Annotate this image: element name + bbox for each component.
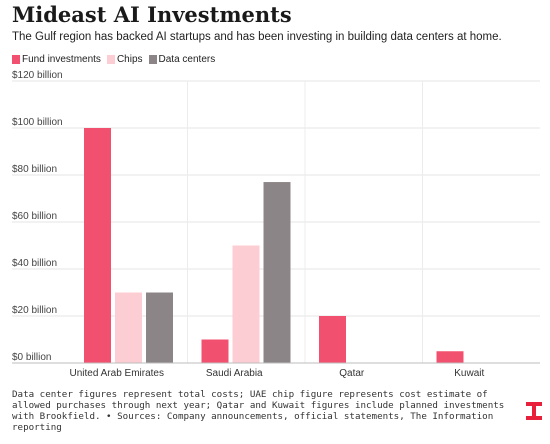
legend-label-chips: Chips [116, 54, 143, 65]
legend-swatch-chips [106, 55, 115, 64]
bar-chips [232, 245, 260, 363]
bar-fund-investments [436, 351, 464, 363]
chart-subtitle: The Gulf region has backed AI startups a… [12, 31, 502, 43]
chart-title: Mideast AI Investments [12, 2, 292, 27]
x-category-label: United Arab Emirates [70, 368, 165, 379]
legend-swatch-fund [12, 55, 20, 64]
legend-item-data-centers: Data centers [148, 54, 216, 65]
legend-item-fund: Fund investments [12, 54, 101, 65]
legend-swatch-data-centers [148, 55, 157, 64]
bar-fund-investments [201, 339, 229, 363]
x-category-label: Saudi Arabia [206, 368, 263, 379]
y-tick-label: $60 billion [12, 211, 57, 222]
bar-fund-investments [84, 128, 111, 363]
the-information-logo-icon [526, 402, 542, 420]
y-tick-label: $80 billion [12, 164, 57, 175]
x-category-label: Kuwait [454, 368, 484, 379]
legend-label-data-centers: Data centers [158, 54, 216, 65]
legend-item-chips: Chips [106, 54, 143, 65]
footnote: Data center figures represent total cost… [12, 389, 505, 433]
y-tick-label: $0 billion [12, 352, 51, 363]
bar-chips [115, 292, 142, 363]
y-tick-label: $40 billion [12, 258, 57, 269]
legend-label-fund: Fund investments [22, 54, 101, 65]
legend: Fund investments Chips Data centers [12, 54, 215, 65]
bar-fund-investments [319, 316, 346, 363]
y-tick-label: $120 billion [12, 70, 63, 81]
x-category-label: Qatar [339, 368, 365, 379]
bar-data-centers [146, 292, 173, 363]
y-tick-label: $100 billion [12, 117, 63, 128]
y-tick-label: $20 billion [12, 305, 57, 316]
bar-chart: $0 billion $20 billion $40 billion $60 bill… [12, 70, 540, 379]
bar-data-centers [263, 182, 291, 363]
